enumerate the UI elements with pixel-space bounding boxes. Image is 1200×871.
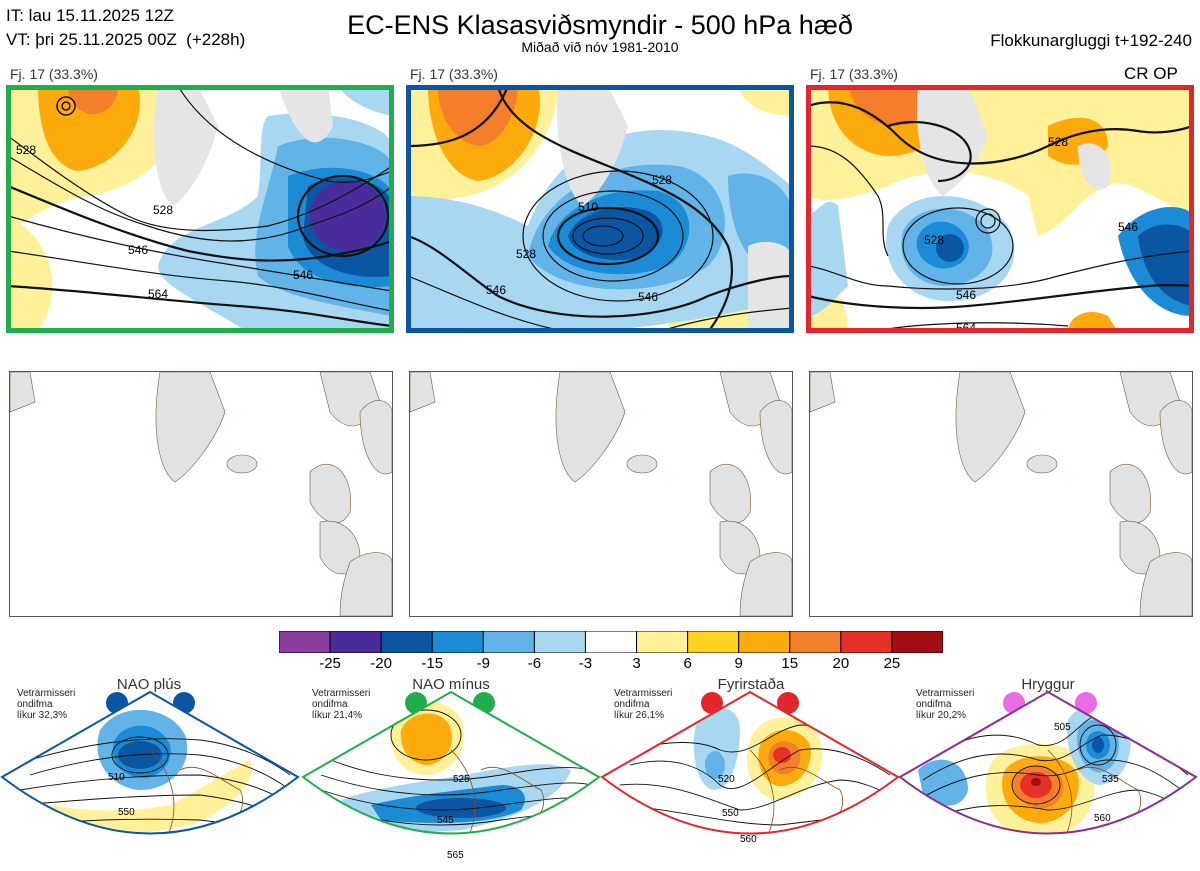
regime-1-map: 510 550: [0, 690, 300, 835]
contour-label: 546: [1118, 220, 1138, 234]
regime-2-map: 525 545 565: [301, 690, 601, 861]
colorbar-tick-label: 6: [683, 655, 692, 672]
regime-3-marker-left: [701, 692, 723, 714]
colorbar-swatch: [329, 631, 382, 653]
cluster-3-map: 528 528 546 546 564: [808, 86, 1192, 332]
cluster-3-extra-label: CR OP: [1124, 64, 1178, 83]
init-time: IT: lau 15.11.2025 12Z: [6, 6, 174, 25]
colorbar-swatch: [687, 631, 740, 653]
colorbar-swatch: [789, 631, 842, 653]
contour-label: 550: [118, 807, 135, 818]
regime-3-name: Fyrirstaða: [717, 676, 785, 693]
contour-label: 525: [453, 774, 470, 785]
classification-window: Flokkunargluggi t+192-240: [990, 31, 1192, 50]
contour-label: 528: [153, 203, 173, 217]
page-title: EC-ENS Klasasviðsmyndir - 500 hPa hæð: [347, 10, 853, 40]
regime-4-marker-right: [1075, 692, 1097, 714]
contour-label: 546: [128, 243, 148, 257]
contour-label: 564: [956, 321, 976, 332]
cluster-3-label: Fj. 17 (33.3%): [810, 66, 898, 82]
colorbar-tick-label: 15: [781, 655, 799, 672]
contour-label: 560: [740, 834, 757, 845]
contour-label: 505: [1054, 722, 1071, 733]
regime-1-probability: Vetrarmisseri ondifma líkur 32,3%: [17, 688, 76, 721]
contour-label: 546: [638, 290, 658, 304]
colorbar-swatch: [533, 631, 586, 653]
contour-label: 528: [16, 143, 36, 157]
colorbar: [279, 631, 943, 653]
regime-4-name: Hryggur: [1021, 676, 1075, 693]
regime-4-map: 505 535 560: [898, 690, 1198, 835]
colorbar-swatch: [380, 631, 433, 653]
colorbar-swatch: [584, 631, 638, 653]
colorbar-swatch: [636, 631, 689, 653]
contour-label: 528: [516, 247, 536, 261]
cluster-1-map: 528 528 546 546 564: [8, 86, 392, 332]
regime-4-probability: Vetrarmisseri ondifma líkur 20,2%: [916, 688, 975, 721]
regime-2-probability: Vetrarmisseri ondifma líkur 21,4%: [312, 688, 371, 721]
contour-label: 528: [1048, 135, 1068, 149]
colorbar-tick-label: 20: [832, 655, 850, 672]
regime-3-map: 520 550 560: [600, 690, 900, 845]
contour-label: 545: [437, 815, 454, 826]
contour-label: 546: [293, 268, 313, 282]
cluster-2-label: Fj. 17 (33.3%): [410, 66, 498, 82]
contour-label: 520: [718, 774, 735, 785]
contour-label: 564: [148, 287, 168, 301]
regime-3-marker-right: [777, 692, 799, 714]
regime-2-name: NAO mínus: [412, 676, 490, 693]
empty-map-3: [809, 371, 1193, 617]
empty-map-2: [409, 371, 793, 617]
contour-label: 546: [956, 288, 976, 302]
valid-time: VT: þri 25.11.2025 00Z (+228h): [6, 30, 246, 49]
colorbar-swatch: [279, 631, 331, 653]
contour-label: 510: [108, 772, 125, 783]
colorbar-swatch: [431, 631, 484, 653]
contour-label: 510: [578, 200, 598, 214]
colorbar-tick-label: -9: [476, 655, 490, 672]
contour-label: 528: [924, 233, 944, 247]
contour-label: 546: [486, 283, 506, 297]
colorbar-tick-label: -15: [421, 655, 444, 672]
colorbar-swatch: [891, 631, 943, 653]
colorbar-tick-label: -25: [319, 655, 341, 672]
contour-label: 528: [652, 173, 672, 187]
colorbar-tick-label: -20: [370, 655, 392, 672]
colorbar-swatch: [840, 631, 893, 653]
colorbar-tick-label: -3: [578, 655, 593, 672]
colorbar-tick-label: -6: [527, 655, 542, 672]
colorbar-swatch: [482, 631, 535, 653]
colorbar-tick-label: 9: [734, 655, 743, 672]
cluster-1-label: Fj. 17 (33.3%): [10, 66, 98, 82]
regime-1-name: NAO plús: [116, 676, 182, 693]
colorbar-tick-label: 3: [632, 655, 641, 672]
contour-label: 560: [1094, 813, 1111, 824]
contour-label: 535: [1102, 774, 1119, 785]
empty-map-1: [9, 371, 393, 617]
contour-label: 550: [722, 808, 739, 819]
cluster-2-map: 510 528 528 546 546: [408, 86, 792, 332]
contour-label: 565: [447, 850, 464, 861]
colorbar-swatch: [738, 631, 791, 653]
regime-3-probability: Vetrarmisseri ondifma líkur 26,1%: [614, 688, 673, 721]
page-subtitle: Miðað við nóv 1981-2010: [521, 39, 679, 55]
colorbar-tick-label: 25: [883, 655, 901, 672]
